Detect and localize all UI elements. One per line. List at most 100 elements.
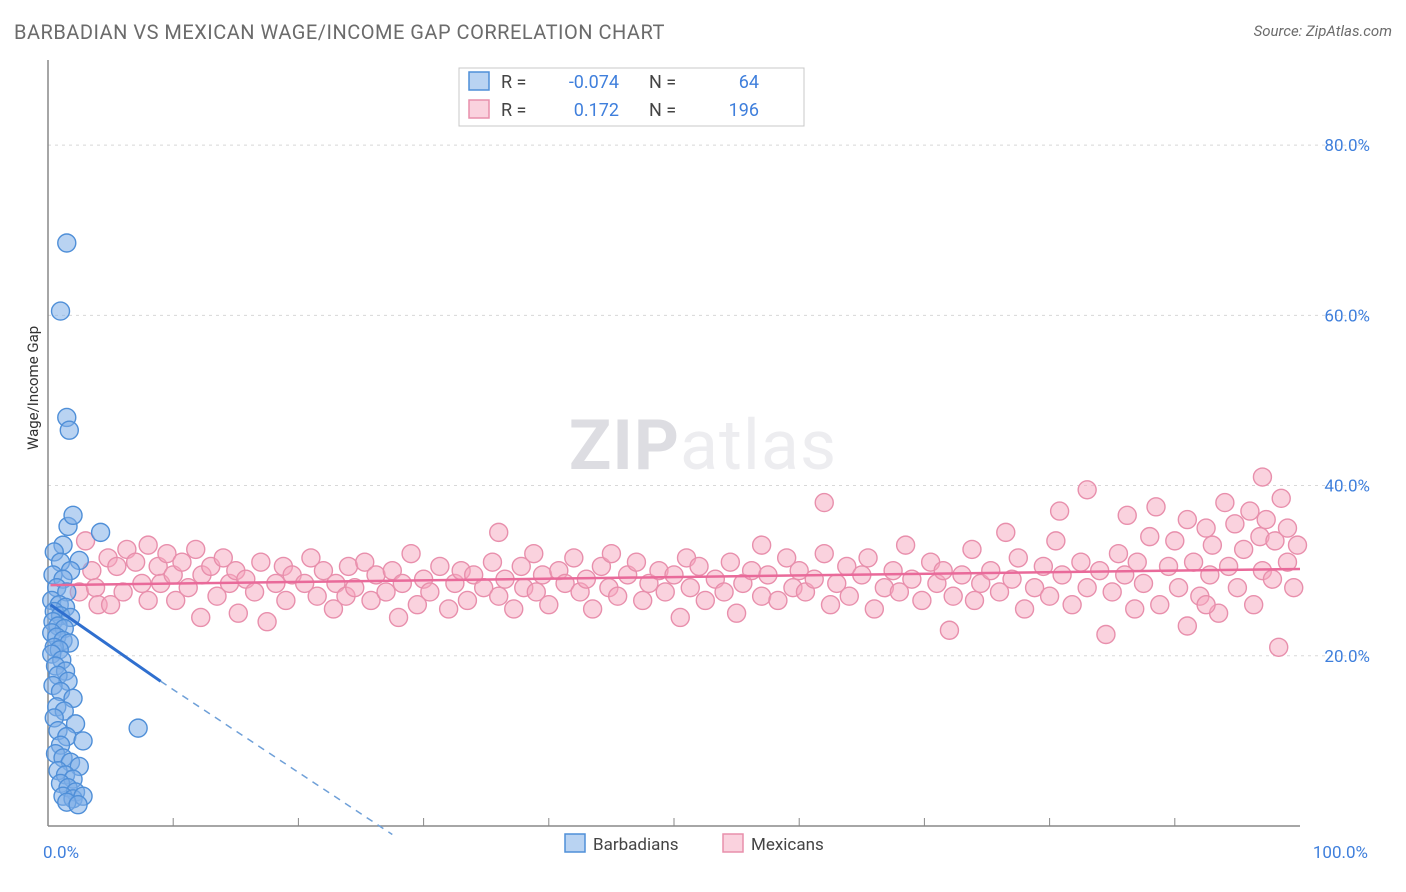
mexicans-point [377, 583, 395, 601]
y-tick-label: 20.0% [1324, 647, 1370, 667]
legend-label: Barbadians [593, 835, 679, 855]
mexicans-point [963, 540, 981, 558]
x-tick-label: 0.0% [43, 843, 79, 863]
barbadians-point [58, 234, 76, 252]
mexicans-point [859, 549, 877, 567]
mexicans-point [1272, 489, 1290, 507]
mexicans-point [246, 583, 264, 601]
mexicans-point [696, 591, 714, 609]
mexicans-point [490, 523, 508, 541]
mexicans-point [1009, 549, 1027, 567]
mexicans-point [1257, 511, 1275, 529]
mexicans-point [127, 553, 145, 571]
mexicans-point [690, 557, 708, 575]
mexicans-point [840, 587, 858, 605]
barbadians-point [69, 796, 87, 814]
mexicans-point [913, 591, 931, 609]
mexicans-point [1288, 536, 1306, 554]
mexicans-point [114, 583, 132, 601]
correlation-chart: 20.0%40.0%60.0%80.0%0.0%100.0%R =-0.074N… [0, 0, 1406, 892]
mexicans-point [1197, 596, 1215, 614]
mexicans-point [1126, 600, 1144, 618]
mexicans-point [402, 545, 420, 563]
barbadians-point [74, 732, 92, 750]
mexicans-point [1118, 506, 1136, 524]
mexicans-point [525, 545, 543, 563]
mexicans-point [565, 549, 583, 567]
y-tick-label: 60.0% [1324, 306, 1370, 326]
trend-line-barbadians-extrap [161, 681, 393, 834]
mexicans-point [1160, 557, 1178, 575]
mexicans-point [602, 545, 620, 563]
mexicans-point [483, 553, 501, 571]
stats-swatch [469, 72, 489, 90]
mexicans-point [540, 596, 558, 614]
mexicans-point [1253, 468, 1271, 486]
mexicans-point [1051, 502, 1069, 520]
mexicans-point [815, 494, 833, 512]
mexicans-point [1245, 596, 1263, 614]
mexicans-point [897, 536, 915, 554]
stats-r-label: R = [501, 100, 526, 121]
mexicans-point [1103, 583, 1121, 601]
mexicans-point [1078, 579, 1096, 597]
mexicans-point [229, 604, 247, 622]
mexicans-point [258, 613, 276, 631]
mexicans-point [715, 583, 733, 601]
mexicans-point [753, 587, 771, 605]
barbadians-point [64, 506, 82, 524]
mexicans-point [944, 587, 962, 605]
mexicans-point [1063, 596, 1081, 614]
legend-swatch [565, 834, 585, 852]
x-tick-label: 100.0% [1313, 843, 1368, 863]
mexicans-point [1141, 528, 1159, 546]
barbadians-point [129, 719, 147, 737]
mexicans-point [822, 596, 840, 614]
mexicans-point [681, 579, 699, 597]
mexicans-point [458, 591, 476, 609]
mexicans-point [179, 579, 197, 597]
legend-swatch [723, 834, 743, 852]
mexicans-point [1170, 579, 1188, 597]
y-tick-label: 80.0% [1324, 136, 1370, 156]
mexicans-point [982, 562, 1000, 580]
mexicans-point [634, 591, 652, 609]
mexicans-point [1135, 574, 1153, 592]
mexicans-point [534, 566, 552, 584]
mexicans-point [1147, 498, 1165, 516]
mexicans-point [1072, 553, 1090, 571]
mexicans-point [1053, 566, 1071, 584]
stats-r-value: 0.172 [574, 100, 619, 121]
mexicans-point [390, 608, 408, 626]
stats-r-label: R = [501, 72, 526, 93]
mexicans-point [584, 600, 602, 618]
y-tick-label: 40.0% [1324, 477, 1370, 497]
mexicans-point [1178, 511, 1196, 529]
stats-n-value: 196 [729, 100, 759, 121]
stats-n-label: N = [649, 72, 676, 93]
mexicans-point [393, 574, 411, 592]
mexicans-point [721, 553, 739, 571]
mexicans-point [671, 608, 689, 626]
barbadians-point [52, 302, 70, 320]
stats-n-label: N = [649, 100, 676, 121]
barbadians-point [60, 421, 78, 439]
mexicans-point [421, 583, 439, 601]
mexicans-point [1128, 553, 1146, 571]
mexicans-point [1270, 638, 1288, 656]
mexicans-point [187, 540, 205, 558]
mexicans-point [805, 570, 823, 588]
mexicans-point [87, 579, 105, 597]
mexicans-point [1178, 617, 1196, 635]
mexicans-point [1203, 536, 1221, 554]
mexicans-point [440, 600, 458, 618]
mexicans-point [308, 587, 326, 605]
mexicans-point [1109, 545, 1127, 563]
mexicans-point [1278, 519, 1296, 537]
mexicans-point [1047, 532, 1065, 550]
mexicans-point [997, 523, 1015, 541]
mexicans-point [815, 545, 833, 563]
mexicans-point [505, 600, 523, 618]
mexicans-point [139, 536, 157, 554]
mexicans-point [277, 591, 295, 609]
